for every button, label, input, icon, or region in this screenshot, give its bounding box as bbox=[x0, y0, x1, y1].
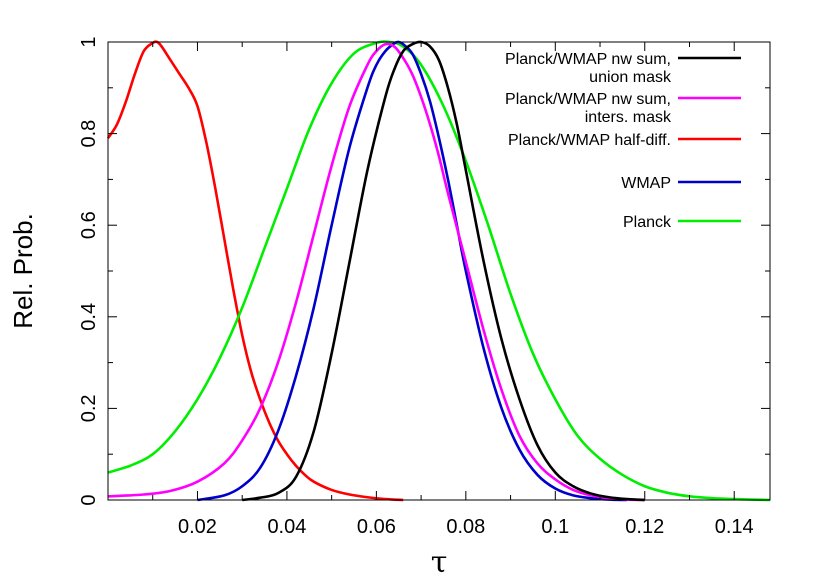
series-line-4 bbox=[107, 40, 771, 502]
legend-label: Planck bbox=[623, 214, 672, 231]
ticks-layer: 0.02 0.04 0.06 0.08 0.1 0.12 0.14 0 0.2 0.4 0.6 0.8… bbox=[78, 36, 770, 538]
y-tick-label: 0.2 bbox=[78, 394, 100, 422]
x-tick-label: 0.06 bbox=[357, 516, 396, 538]
y-tick-label: 0.4 bbox=[78, 303, 100, 331]
y-tick-label: 0.8 bbox=[78, 120, 100, 148]
series-line-2 bbox=[106, 40, 404, 502]
y-tick-label: 0 bbox=[78, 494, 100, 505]
x-tick-label: 0.12 bbox=[625, 516, 664, 538]
x-tick-label: 0.14 bbox=[715, 516, 754, 538]
y-axis-title: Rel. Prob. bbox=[8, 213, 38, 329]
legend-label: inters. mask bbox=[585, 109, 672, 126]
x-axis-title: τ bbox=[431, 545, 448, 580]
x-tick-label: 0.08 bbox=[446, 516, 485, 538]
legend-label: Planck/WMAP nw sum, bbox=[505, 91, 671, 108]
legend: Planck/WMAP nw sum,union maskPlanck/WMAP… bbox=[505, 51, 741, 231]
y-tick-label: 0.6 bbox=[78, 211, 100, 239]
series-line-1 bbox=[107, 42, 645, 502]
x-tick-label: 0.04 bbox=[267, 516, 306, 538]
legend-label: WMAP bbox=[621, 175, 671, 192]
legend-label: Planck/WMAP nw sum, bbox=[505, 51, 671, 68]
curves-layer bbox=[106, 40, 771, 502]
legend-label: Planck/WMAP half-diff. bbox=[508, 132, 671, 149]
x-tick-label: 0.1 bbox=[541, 516, 569, 538]
series-line-3 bbox=[197, 40, 627, 502]
y-tick-label: 1 bbox=[78, 36, 100, 47]
series-line-0 bbox=[242, 40, 645, 502]
legend-label: union mask bbox=[589, 69, 672, 86]
x-tick-label: 0.02 bbox=[178, 516, 217, 538]
